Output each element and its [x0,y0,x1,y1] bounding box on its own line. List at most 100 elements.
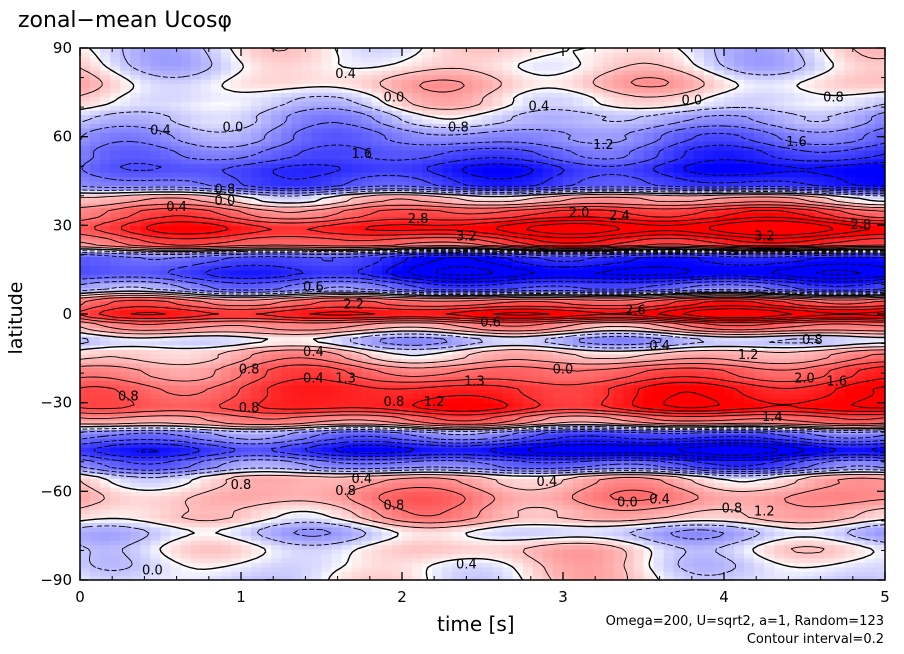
heatmap-cell [472,74,484,80]
heatmap-cell [80,566,91,572]
heatmap-cell [271,65,282,71]
heatmap-cell [301,389,313,395]
heatmap-cell [311,482,323,488]
heatmap-cell [261,455,272,461]
heatmap-cell [130,61,141,67]
heatmap-cell [110,278,121,284]
heatmap-cell [271,398,282,404]
heatmap-cell [412,517,423,523]
heatmap-cell [150,478,162,484]
heatmap-cell [472,101,484,107]
heatmap-cell [200,522,212,528]
heatmap-cell [100,167,111,173]
heatmap-cell [291,92,302,98]
heatmap-cell [412,132,423,138]
heatmap-cell [241,110,252,116]
heatmap-cell [341,132,353,138]
heatmap-cell [241,353,252,359]
heatmap-cell [371,562,383,568]
heatmap-cell [402,96,413,102]
heatmap-cell [412,557,423,563]
heatmap-cell [110,407,121,413]
heatmap-cell [230,260,242,266]
heatmap-cell [432,557,443,563]
heatmap-cell [311,384,323,390]
heatmap-cell [180,398,192,404]
heatmap-cell [432,393,443,399]
heatmap-cell [381,540,393,546]
heatmap-cell [90,96,101,102]
heatmap-cell [271,433,282,439]
heatmap-cell [271,56,282,62]
heatmap-cell [371,500,383,506]
heatmap-cell [341,345,353,351]
heatmap-cell [341,384,353,390]
heatmap-cell [80,291,91,297]
heatmap-cell [190,460,202,466]
heatmap-cell [120,566,131,572]
heatmap-cell [422,340,433,346]
heatmap-cell [150,181,162,187]
heatmap-cell [100,371,111,377]
heatmap-cell [80,531,91,537]
heatmap-cell [402,495,413,501]
heatmap-cell [422,265,433,271]
heatmap-cell [422,96,433,102]
heatmap-cell [241,83,252,89]
heatmap-cell [200,105,212,111]
heatmap-cell [402,429,413,435]
heatmap-cell [150,517,162,523]
heatmap-cell [321,376,333,382]
heatmap-cell [200,145,212,151]
heatmap-cell [210,189,222,195]
heatmap-cell [241,203,252,209]
heatmap-cell [402,491,413,497]
heatmap-cell [170,105,182,111]
heatmap-cell [402,411,413,417]
heatmap-cell [241,371,252,377]
heatmap-cell [261,278,272,284]
heatmap-cell [140,87,152,93]
heatmap-cell [120,571,131,577]
heatmap-cell [422,198,433,204]
heatmap-cell [80,74,91,80]
heatmap-cell [281,189,292,195]
heatmap-cell [371,132,383,138]
heatmap-cell [241,79,252,85]
heatmap-cell [150,61,162,67]
heatmap-cell [251,251,262,257]
heatmap-cell [120,371,131,377]
heatmap-cell [432,362,443,368]
heatmap-cell [402,238,413,244]
heatmap-cell [381,105,393,111]
heatmap-cell [251,282,262,288]
heatmap-cell [200,495,212,501]
heatmap-cell [442,52,453,58]
heatmap-cell [200,358,212,364]
heatmap-cell [241,455,252,461]
heatmap-cell [311,70,323,76]
heatmap-cell [200,433,212,439]
heatmap-cell [371,70,383,76]
heatmap-cell [230,216,242,222]
heatmap-cell [130,176,141,182]
heatmap-cell [462,163,474,169]
heatmap-cell [160,132,172,138]
heatmap-cell [361,367,373,373]
heatmap-cell [251,189,262,195]
heatmap-cell [402,296,413,302]
heatmap-cell [200,251,212,257]
heatmap-cell [100,398,111,404]
heatmap-cell [230,274,242,280]
heatmap-cell [291,172,302,178]
heatmap-cell [241,176,252,182]
heatmap-cell [371,420,383,426]
heatmap-cell [361,198,373,204]
heatmap-cell [351,167,363,173]
heatmap-cell [100,482,111,488]
heatmap-cell [90,544,101,550]
heatmap-cell [321,531,333,537]
heatmap-cell [251,274,262,280]
heatmap-cell [402,212,413,218]
heatmap-cell [130,101,141,107]
